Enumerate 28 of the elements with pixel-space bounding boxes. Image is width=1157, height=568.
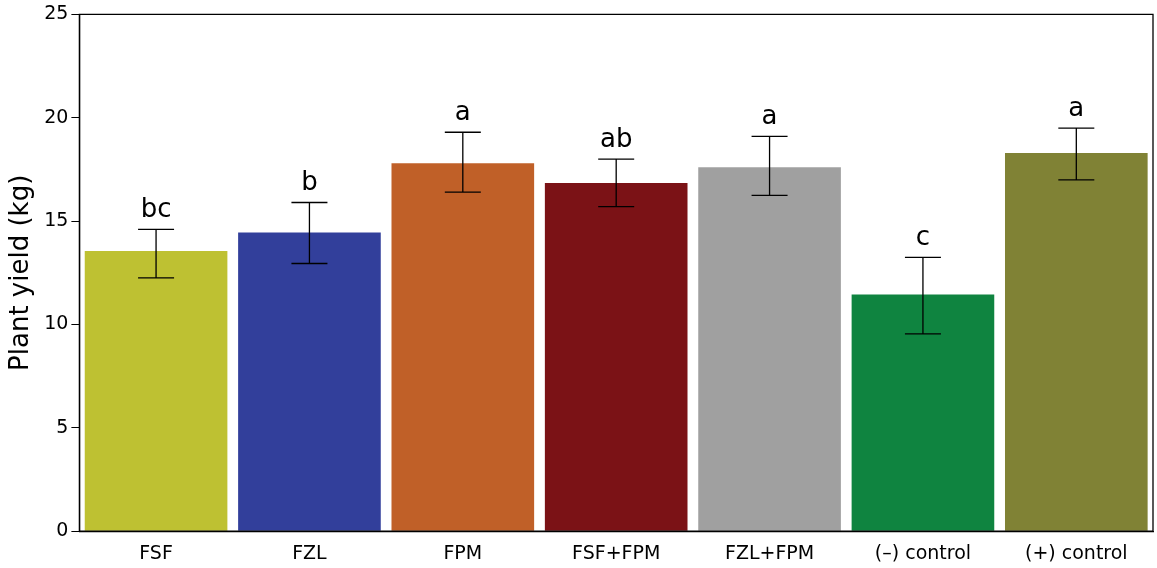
annotation: a (761, 100, 778, 131)
annotation: a (454, 95, 471, 126)
x-tick-label: (–) control (874, 540, 972, 563)
annotation: c (915, 221, 931, 252)
annotation: bc (140, 193, 172, 224)
x-tick-label: FSF (139, 540, 173, 563)
bar (238, 232, 381, 531)
bar (391, 163, 535, 531)
bar (544, 182, 688, 531)
y-tick-label: 25 (44, 1, 69, 24)
bar (84, 251, 228, 531)
annotation: b (301, 166, 318, 197)
x-tick-label: FZL (292, 540, 328, 563)
y-tick-label: 0 (56, 518, 69, 541)
y-tick-label: 10 (44, 311, 69, 334)
x-tick-label: FPM (443, 540, 483, 563)
bar (698, 167, 841, 531)
x-tick-label: (+) control (1024, 540, 1128, 563)
x-tick-label: FZL+FPM (724, 540, 815, 563)
y-tick-label: 15 (44, 208, 69, 231)
y-tick-label: 20 (44, 104, 69, 127)
y-axis-title: Plant yield (kg) (4, 174, 35, 371)
annotation: a (1068, 91, 1085, 122)
bar (851, 294, 995, 531)
x-tick-label: FSF+FPM (572, 540, 661, 563)
annotation: ab (599, 122, 633, 153)
y-tick-label: 5 (56, 414, 69, 437)
bar (1004, 152, 1148, 531)
